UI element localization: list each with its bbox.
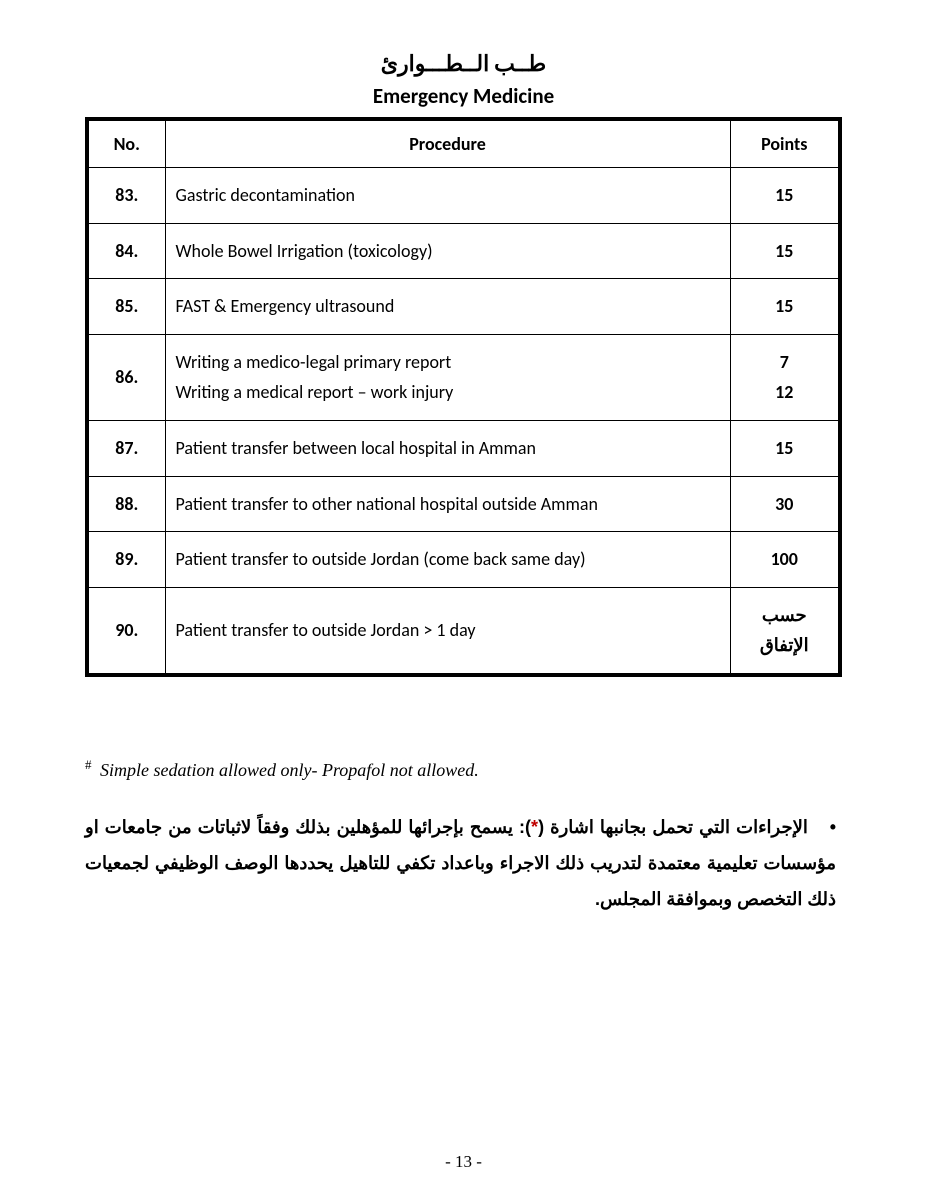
cell-procedure: Patient transfer to outside Jordan > 1 d… — [165, 587, 730, 675]
cell-procedure: FAST & Emergency ultrasound — [165, 279, 730, 335]
cell-points: 15 — [730, 168, 840, 224]
table-row: 89. Patient transfer to outside Jordan (c… — [87, 532, 840, 588]
cell-no: 88. — [87, 476, 165, 532]
cell-no: 87. — [87, 420, 165, 476]
procedure-line: Patient transfer to outside Jordan (come… — [176, 544, 720, 575]
table-header-row: No. Procedure Points — [87, 119, 840, 168]
cell-procedure: Gastric decontamination — [165, 168, 730, 224]
procedure-line: Patient transfer to outside Jordan > 1 d… — [176, 615, 720, 646]
table-row: 87. Patient transfer between local hospit… — [87, 420, 840, 476]
cell-points: 15 — [730, 223, 840, 279]
points-line: 100 — [741, 544, 829, 575]
footnote: # Simple sedation allowed only- Propafol… — [85, 757, 842, 781]
procedure-line: Writing a medico-legal primary report — [176, 347, 720, 378]
arabic-note-pre: الإجراءات التي تحمل بجانبها اشارة ( — [538, 817, 808, 837]
points-line: 7 — [741, 347, 829, 378]
bullet-icon: • — [814, 809, 836, 845]
cell-no: 89. — [87, 532, 165, 588]
cell-points: 15 — [730, 420, 840, 476]
points-line: 12 — [741, 377, 829, 408]
points-line: 15 — [741, 291, 829, 322]
table-row: 85. FAST & Emergency ultrasound 15 — [87, 279, 840, 335]
table-row: 88. Patient transfer to other national ho… — [87, 476, 840, 532]
procedure-line: Whole Bowel Irrigation (toxicology) — [176, 236, 720, 267]
table-row: 84. Whole Bowel Irrigation (toxicology) 15 — [87, 223, 840, 279]
title-arabic: طــب الــطـــوارئ — [85, 50, 842, 77]
cell-procedure: Patient transfer to outside Jordan (come… — [165, 532, 730, 588]
cell-no: 83. — [87, 168, 165, 224]
arabic-note: • الإجراءات التي تحمل بجانبها اشارة (*):… — [85, 809, 842, 917]
cell-points: 100 — [730, 532, 840, 588]
cell-points: 712 — [730, 334, 840, 420]
procedure-line: Patient transfer to other national hospi… — [176, 489, 720, 520]
table-row: 90. Patient transfer to outside Jordan > … — [87, 587, 840, 675]
asterisk-icon: * — [531, 817, 538, 837]
cell-no: 85. — [87, 279, 165, 335]
table-row: 86.Writing a medico-legal primary report… — [87, 334, 840, 420]
cell-points: حسب الإتفاق — [730, 587, 840, 675]
col-header-procedure: Procedure — [165, 119, 730, 168]
procedure-line: Writing a medical report – work injury — [176, 377, 720, 408]
procedure-line: FAST & Emergency ultrasound — [176, 291, 720, 322]
points-line: 15 — [741, 236, 829, 267]
cell-no: 90. — [87, 587, 165, 675]
table-row: 83. Gastric decontamination 15 — [87, 168, 840, 224]
points-line: 15 — [741, 433, 829, 464]
cell-no: 86. — [87, 334, 165, 420]
cell-no: 84. — [87, 223, 165, 279]
points-line: حسب الإتفاق — [741, 600, 829, 661]
points-line: 30 — [741, 489, 829, 520]
procedure-line: Gastric decontamination — [176, 180, 720, 211]
cell-points: 30 — [730, 476, 840, 532]
points-line: 15 — [741, 180, 829, 211]
cell-procedure: Patient transfer between local hospital … — [165, 420, 730, 476]
procedure-line: Patient transfer between local hospital … — [176, 433, 720, 464]
page-number: - 13 - — [0, 1152, 927, 1172]
cell-procedure: Patient transfer to other national hospi… — [165, 476, 730, 532]
footnote-text: Simple sedation allowed only- Propafol n… — [100, 760, 479, 780]
col-header-no: No. — [87, 119, 165, 168]
cell-points: 15 — [730, 279, 840, 335]
cell-procedure: Whole Bowel Irrigation (toxicology) — [165, 223, 730, 279]
procedures-table: No. Procedure Points 83. Gastric decontam… — [85, 117, 842, 677]
footnote-marker: # — [85, 757, 92, 772]
title-english: Emergency Medicine — [85, 83, 842, 109]
cell-procedure: Writing a medico-legal primary reportWri… — [165, 334, 730, 420]
col-header-points: Points — [730, 119, 840, 168]
